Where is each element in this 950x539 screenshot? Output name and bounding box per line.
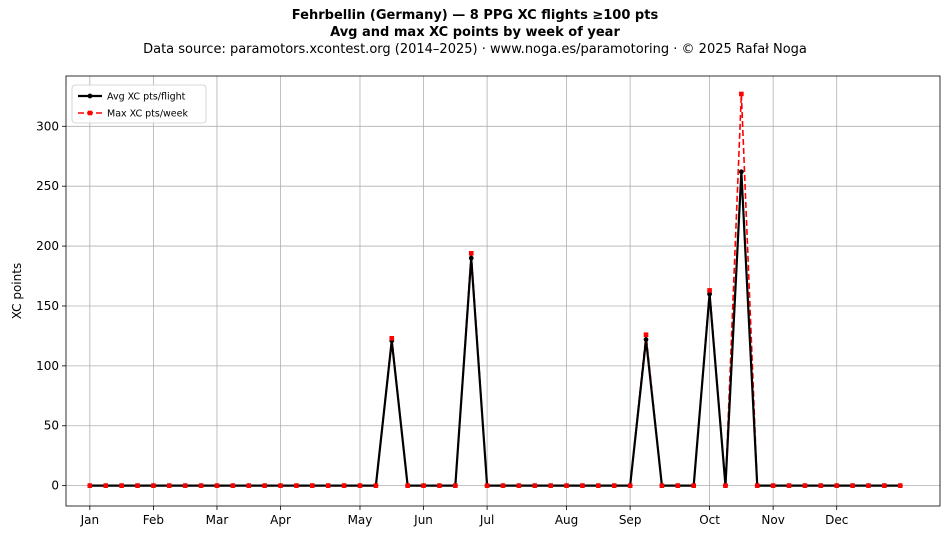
data-point-max	[707, 288, 712, 293]
data-point-max	[310, 483, 315, 488]
data-point-avg	[468, 255, 474, 261]
y-tick-label: 100	[36, 359, 59, 373]
data-point-max	[516, 483, 522, 488]
legend-label-avg: Avg XC pts/flight	[107, 92, 186, 103]
data-point-max	[437, 483, 442, 488]
y-tick-label: 250	[36, 179, 59, 193]
x-tick-label: Jun	[413, 513, 433, 527]
x-tick-label: Dec	[825, 513, 848, 527]
data-point-max	[548, 483, 553, 488]
data-source-note: Data source: paramotors.xcontest.org (20…	[143, 42, 807, 57]
data-point-max	[246, 483, 252, 488]
data-point-max	[643, 332, 649, 338]
data-point-max	[627, 483, 633, 488]
data-point-max	[166, 483, 172, 488]
data-point-max	[135, 483, 140, 488]
data-point-max	[230, 483, 236, 488]
data-point-max	[770, 483, 776, 488]
x-tick-label: Aug	[555, 513, 578, 527]
data-point-max	[341, 483, 347, 488]
x-tick-label: Feb	[143, 513, 164, 527]
data-point-max	[325, 483, 331, 488]
data-point-max	[580, 483, 585, 488]
data-point-max	[818, 483, 824, 488]
y-tick-label: 50	[44, 419, 59, 433]
series-layer	[87, 91, 903, 489]
data-point-max	[278, 483, 283, 488]
legend-marker-avg	[87, 93, 93, 99]
data-point-max	[691, 483, 696, 488]
y-tick-label: 200	[36, 239, 59, 253]
data-point-max	[739, 91, 744, 97]
y-tick-label: 300	[36, 119, 59, 133]
data-point-max	[421, 483, 426, 488]
x-tick-label: Mar	[206, 513, 229, 527]
data-point-max	[786, 483, 792, 488]
data-point-max	[532, 483, 538, 488]
chart-title: Fehrbellin (Germany) — 8 PPG XC flights …	[291, 8, 659, 23]
y-tick-label: 150	[36, 299, 59, 313]
x-tick-label: May	[348, 513, 373, 527]
x-tick-label: Apr	[270, 513, 291, 527]
data-point-avg	[707, 291, 712, 297]
data-point-max	[754, 483, 760, 488]
data-point-max	[897, 483, 903, 488]
x-tick-label: Jan	[80, 513, 100, 527]
data-point-max	[453, 483, 458, 488]
data-point-max	[866, 483, 871, 488]
data-point-avg	[643, 337, 649, 342]
data-point-max	[468, 250, 474, 256]
data-point-max	[405, 483, 410, 488]
data-point-max	[659, 483, 665, 488]
grid-lines	[66, 76, 940, 506]
x-tick-label: Nov	[761, 513, 784, 527]
data-point-avg	[738, 169, 744, 175]
data-point-max	[675, 483, 681, 488]
data-point-max	[214, 483, 220, 488]
data-point-max	[262, 483, 267, 488]
data-point-max	[802, 483, 808, 488]
data-point-max	[564, 483, 569, 488]
series-line-avg	[89, 171, 901, 487]
x-tick-label: Sep	[619, 513, 642, 527]
data-point-max	[294, 483, 299, 488]
data-point-max	[87, 483, 93, 488]
data-point-max	[198, 483, 204, 488]
chart-subtitle: Avg and max XC points by week of year	[330, 25, 620, 40]
data-point-max	[834, 483, 840, 488]
axes: Jan Feb Mar Apr May Jun Jul Aug Sep Oct Nov Dec 0 50 1…	[10, 75, 941, 527]
legend: Avg XC pts/flight Max XC pts/week	[71, 84, 207, 124]
series-line-max	[89, 93, 901, 487]
y-axis-label: XC points	[10, 263, 24, 319]
x-tick-label: Jul	[479, 513, 494, 527]
data-point-max	[882, 483, 887, 488]
data-point-max	[484, 483, 490, 488]
data-point-max	[119, 483, 124, 488]
data-point-max	[389, 336, 395, 341]
x-tick-label: Oct	[699, 513, 720, 527]
plot-frame	[65, 75, 941, 507]
data-point-max	[103, 483, 109, 488]
data-point-max	[357, 483, 363, 488]
legend-marker-max	[87, 110, 93, 116]
legend-label-max: Max XC pts/week	[107, 109, 188, 120]
data-point-max	[596, 483, 601, 488]
data-point-max	[151, 483, 156, 488]
data-point-max	[182, 483, 188, 488]
data-point-max	[500, 483, 506, 488]
legend-box	[71, 84, 207, 124]
y-tick-label: 0	[51, 479, 59, 493]
data-point-max	[373, 483, 379, 488]
data-point-max	[723, 483, 728, 488]
data-point-max	[611, 483, 617, 488]
data-point-max	[850, 483, 855, 488]
